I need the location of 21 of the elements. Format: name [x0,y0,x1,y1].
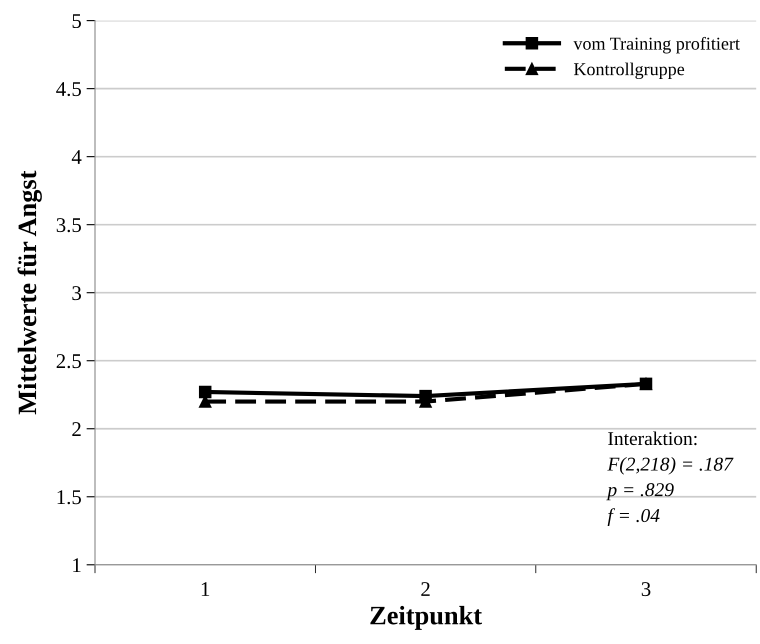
annotation: p = .829 [606,483,674,500]
legend-label: vom Training profitiert [573,36,740,54]
annotation: Interaktion: [608,431,697,446]
y-tick-label: 4 [72,150,82,164]
y-tick-label: 1 [73,558,81,572]
y-axis-title: Mittelwerte für Angst [17,170,42,414]
x-tick-label: 2 [421,582,430,596]
annotation: F(2,218) = .187 [607,457,734,475]
x-axis-title: Zeitpunkt [370,606,482,630]
y-tick-label: 5 [72,14,81,28]
y-tick-label: 4.5 [56,82,81,96]
y-tick-label: 2.5 [56,354,81,368]
x-tick-label: 3 [642,582,650,596]
y-tick-label: 2 [72,422,81,436]
legend-label: Kontrollgruppe [574,62,684,80]
x-tick-label: 1 [202,582,210,596]
y-tick-label: 3.5 [56,218,81,232]
y-tick-label: 1.5 [58,490,81,504]
y-tick-label: 3 [72,286,81,300]
annotation: f = .04 [608,508,660,526]
point [198,386,212,398]
